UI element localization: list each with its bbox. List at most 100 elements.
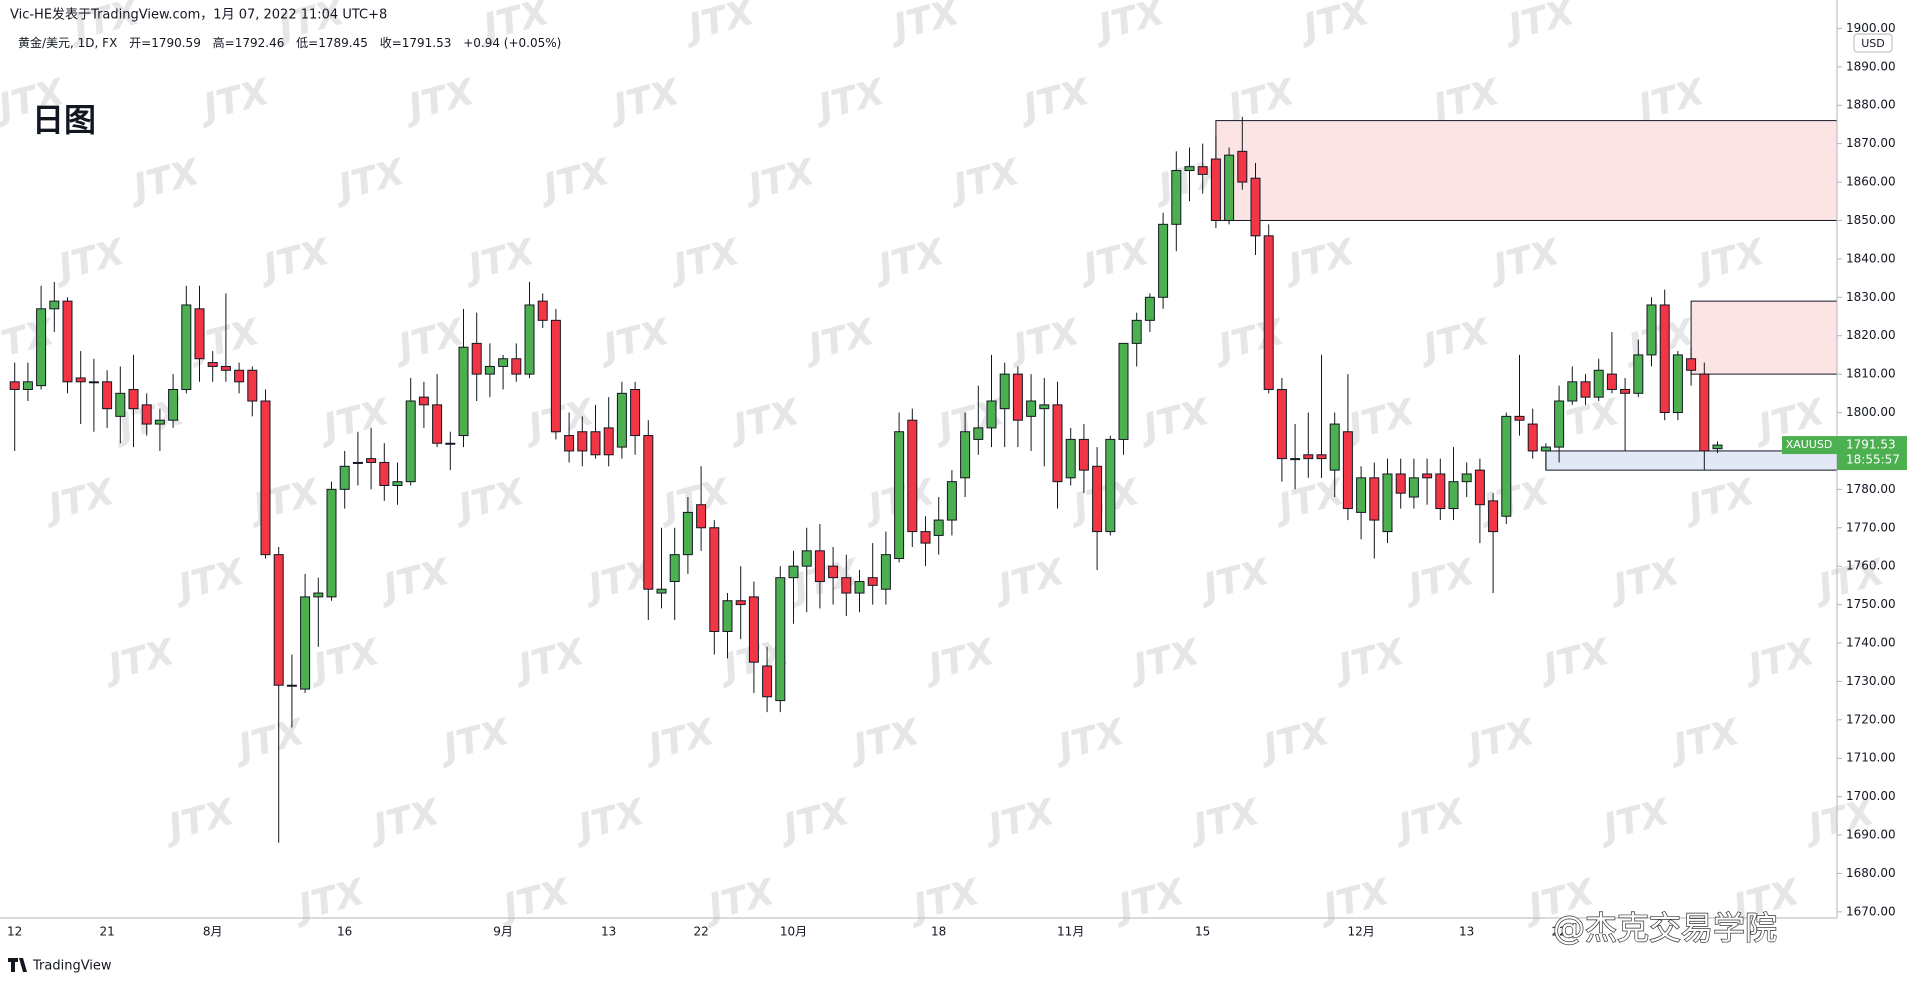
y-tick-label: 1700.00 xyxy=(1846,789,1896,803)
candle-body xyxy=(1118,342,1129,440)
candle-body xyxy=(1554,400,1565,448)
candle-body xyxy=(946,481,957,521)
watermark: JTX xyxy=(1389,791,1471,850)
candle-body xyxy=(1356,477,1367,513)
price-tag xyxy=(1837,436,1907,471)
candle-body xyxy=(1633,354,1644,394)
x-tick-label: 22 xyxy=(1551,925,1566,939)
watermark: JTX xyxy=(49,231,131,290)
watermark: JTX xyxy=(1534,631,1616,690)
watermark: JTX xyxy=(724,391,806,450)
candle-body xyxy=(616,392,627,448)
x-tick-label: 13 xyxy=(1459,925,1474,939)
y-tick-label: 1680.00 xyxy=(1846,866,1896,880)
credit-watermark: @杰克交易学院 xyxy=(1553,909,1777,947)
axes: 1670.00 1680.00 1690.00 1700.00 1710.00 1720.… xyxy=(7,21,1907,939)
watermark: JTX xyxy=(194,71,276,130)
high-value: 1792.46 xyxy=(235,36,285,50)
candle-body xyxy=(1461,473,1472,483)
candle-body xyxy=(524,304,535,375)
candle-body xyxy=(920,531,931,544)
candle-body xyxy=(379,461,390,487)
zone xyxy=(1690,300,1838,375)
watermark: JTX xyxy=(389,311,471,370)
candle-body xyxy=(1408,477,1419,498)
ohlc-legend: 黄金/美元, 1D, FX 开=1790.59 高=1792.46 低=1789… xyxy=(18,35,561,50)
symbol: 黄金/美元, 1D, FX xyxy=(18,35,117,50)
candle-body xyxy=(603,427,614,456)
candle-body xyxy=(458,346,469,437)
y-tick-label: 1770.00 xyxy=(1846,520,1896,534)
candle-body xyxy=(1171,170,1182,225)
candle-body xyxy=(352,461,363,464)
close-label: 收= xyxy=(380,36,402,50)
open-label: 开= xyxy=(129,36,151,50)
candle-body xyxy=(471,342,482,375)
watermark: JTX xyxy=(1254,711,1336,770)
watermark: JTX xyxy=(944,151,1026,210)
candle-body xyxy=(709,527,720,632)
candle-body xyxy=(247,369,258,402)
watermark: JTX xyxy=(169,551,251,610)
x-tick-label: 18 xyxy=(931,925,946,939)
candle-body xyxy=(1250,177,1261,237)
candle-body xyxy=(62,300,73,383)
watermark: JTX xyxy=(979,791,1061,850)
watermark: JTX xyxy=(399,71,481,130)
countdown: 18:55:57 xyxy=(1846,453,1900,467)
watermark: JTX xyxy=(1329,631,1411,690)
watermark: JTX xyxy=(509,631,591,690)
change: +0.94 (+0.05%) xyxy=(463,36,561,50)
y-tick-label: 1880.00 xyxy=(1846,98,1896,112)
candle-body xyxy=(656,588,667,594)
candle-body xyxy=(1593,369,1604,398)
open-value: 1790.59 xyxy=(151,36,201,50)
candle-body xyxy=(630,388,641,437)
watermark: JTX xyxy=(604,71,686,130)
zone xyxy=(1215,120,1838,221)
low-label: 低= xyxy=(296,36,318,50)
watermark: JTX xyxy=(1739,631,1821,690)
candle-body xyxy=(339,465,350,490)
candle-body xyxy=(748,596,759,663)
y-tick-label: 1780.00 xyxy=(1846,482,1896,496)
footer: TradingView xyxy=(32,959,112,974)
x-tick-label: 12 xyxy=(7,925,22,939)
candle-body xyxy=(1092,465,1103,533)
watermark: JTX xyxy=(1209,311,1291,370)
candle-body xyxy=(722,600,733,632)
candle-body xyxy=(775,577,786,702)
low-value: 1789.45 xyxy=(318,36,368,50)
candle-body xyxy=(682,511,693,556)
candle-body xyxy=(154,419,165,425)
candle-body xyxy=(1672,354,1683,414)
candle-body xyxy=(1131,319,1142,344)
candle-body xyxy=(933,519,944,536)
candle-body xyxy=(1012,373,1023,421)
candle-body xyxy=(313,592,324,598)
currency: USD xyxy=(1861,37,1885,50)
watermark: JTX xyxy=(1124,631,1206,690)
x-tick-label: 15 xyxy=(1195,925,1210,939)
y-tick-label: 1740.00 xyxy=(1846,635,1896,649)
candle-body xyxy=(220,365,231,371)
candle-body xyxy=(1474,469,1485,506)
candle-body xyxy=(537,300,548,321)
candle-body xyxy=(300,596,311,690)
candle-body xyxy=(1422,473,1433,479)
candle-body xyxy=(484,365,495,375)
candle-body xyxy=(1646,304,1657,356)
candle-body xyxy=(260,400,271,556)
watermark: JTX xyxy=(244,471,326,530)
candle-body xyxy=(894,431,905,559)
candle-body xyxy=(1144,296,1155,321)
watermark: JTX xyxy=(1679,471,1761,530)
watermark: JTX xyxy=(124,151,206,210)
watermark: JTX xyxy=(679,0,761,50)
candle-body xyxy=(511,358,522,375)
header: Vic-HE发表于TradingView.com，1月 07, 2022 11:… xyxy=(10,7,387,23)
watermark: JTX xyxy=(39,471,121,530)
candle-body xyxy=(115,392,126,417)
watermark: JTX xyxy=(844,711,926,770)
